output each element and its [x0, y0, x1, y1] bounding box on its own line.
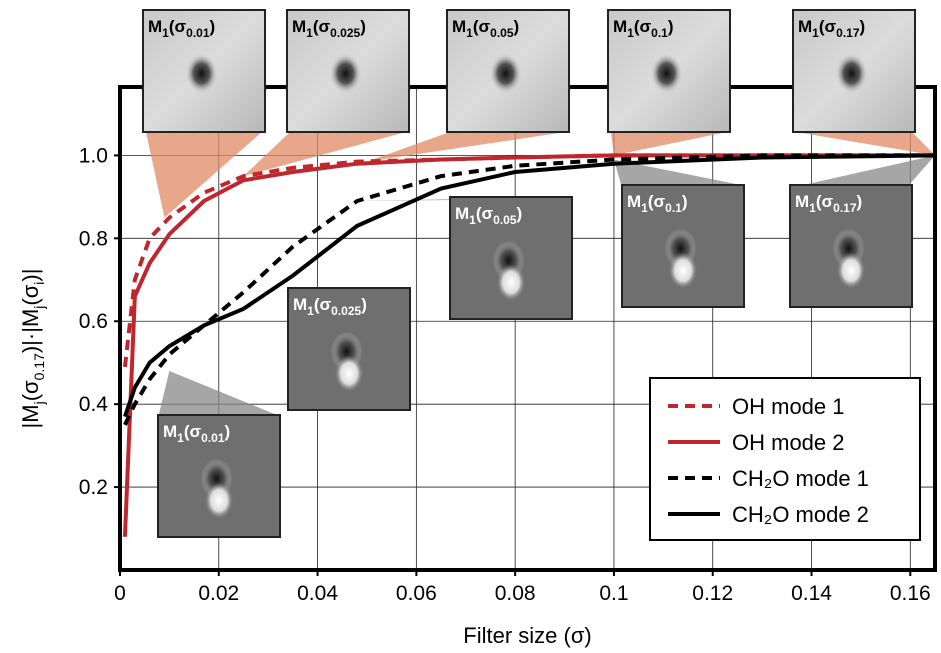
y-axis-label-part: (σ — [18, 284, 43, 305]
legend-label: OH mode 1 — [732, 394, 845, 419]
x-tick-label: 0.14 — [791, 582, 832, 605]
y-axis-label-part: |M — [18, 404, 43, 428]
inset-blob — [497, 264, 525, 300]
inset-label-part: ) — [514, 17, 520, 36]
inset-label-part: M — [613, 17, 627, 36]
inset-label-part: M — [163, 422, 177, 441]
y-tick-label: 1.0 — [79, 144, 108, 167]
inset-blob — [335, 355, 363, 391]
inset-label-part: M — [292, 17, 306, 36]
inset-label-part: (σ — [816, 192, 834, 211]
inset-label-part: M — [148, 17, 162, 36]
y-axis-label-part: )|·|M — [18, 309, 43, 353]
page: 0 0.02 0.04 0.06 0.08 0.1 0.12 0.14 0.16 0.2 0.4 0.… — [0, 0, 941, 653]
inset-wedge — [796, 132, 935, 155]
inset-wedge — [158, 371, 277, 418]
inset-label-part: (σ — [473, 17, 491, 36]
inset-blob — [186, 53, 218, 93]
inset-label-part: ) — [361, 295, 367, 314]
inset-label-part: M — [798, 17, 812, 36]
inset-label-part: 0.1 — [651, 26, 668, 40]
y-tick-label: 0.2 — [79, 476, 108, 499]
inset-label-part: (σ — [648, 192, 666, 211]
inset-label-part: M — [795, 192, 809, 211]
inset-label-part: 0.05 — [490, 26, 514, 40]
x-tick-label: 0.06 — [396, 582, 437, 605]
x-tick-label: 0.08 — [495, 582, 536, 605]
chart: 0 0.02 0.04 0.06 0.08 0.1 0.12 0.14 0.16 0.2 0.4 0.… — [0, 0, 941, 653]
x-tick-label: 0.02 — [198, 582, 239, 605]
inset-label-part: 0.17 — [833, 201, 857, 215]
inset-label-part: ) — [857, 192, 863, 211]
x-tick-label: 0 — [114, 582, 126, 605]
inset-label-part: (σ — [313, 17, 331, 36]
inset-label-part: ) — [668, 17, 674, 36]
inset-label-part: (σ — [819, 17, 837, 36]
inset-blob — [836, 53, 868, 93]
y-axis-label-part: (σ — [18, 380, 43, 401]
y-tick-label: 0.6 — [79, 310, 108, 333]
legend-label: CH₂O mode 1 — [732, 466, 869, 491]
inset-label-part: ) — [225, 422, 231, 441]
inset-label-part: (σ — [476, 204, 494, 223]
x-axis-label: Filter size (σ) — [463, 623, 591, 648]
legend-label: CH₂O mode 2 — [732, 502, 869, 527]
inset-label-part: ) — [360, 17, 366, 36]
x-tick-label: 0.16 — [890, 582, 931, 605]
inset-label-part: 0.01 — [201, 431, 225, 445]
inset-label-part: M — [293, 295, 307, 314]
inset-label-part: ) — [682, 192, 688, 211]
inset-label-part: 0.025 — [331, 304, 361, 318]
inset-blob — [837, 252, 865, 288]
inset-blob — [490, 53, 522, 93]
inset-label-part: M — [627, 192, 641, 211]
inset-label-part: (σ — [169, 17, 187, 36]
y-axis-label-part: )| — [18, 269, 43, 282]
inset-wedge — [611, 132, 727, 155]
inset-label-part: (σ — [634, 17, 652, 36]
legend-label: OH mode 2 — [732, 430, 845, 455]
inset-label-part: 0.01 — [186, 26, 210, 40]
inset-label-part: M — [452, 17, 466, 36]
inset-label-part: (σ — [184, 422, 202, 441]
inset-label-part: 0.17 — [836, 26, 860, 40]
inset-label-part: 0.025 — [330, 26, 360, 40]
x-tick-label: 0.04 — [297, 582, 338, 605]
x-tick-label: 0.12 — [692, 582, 733, 605]
inset-label-part: ) — [860, 17, 866, 36]
inset-label-part: 0.05 — [493, 213, 517, 227]
inset-label-part: ) — [517, 204, 523, 223]
y-axis-label-part: 0.17 — [31, 353, 47, 380]
inset-label-part: 0.1 — [665, 201, 682, 215]
y-axis-label: |Mj(σ0.17)|·|Mj(σi)| — [18, 269, 47, 429]
y-tick-label: 0.4 — [79, 393, 109, 416]
inset-blob — [669, 252, 697, 288]
inset-label-part: (σ — [314, 295, 332, 314]
inset-label-part: ) — [210, 17, 216, 36]
inset-blob — [651, 53, 683, 93]
inset-label-part: M — [455, 204, 469, 223]
y-tick-label: 0.8 — [79, 227, 108, 250]
inset-blob — [330, 53, 362, 93]
x-tick-label: 0.1 — [599, 582, 628, 605]
inset-blob — [205, 482, 233, 518]
